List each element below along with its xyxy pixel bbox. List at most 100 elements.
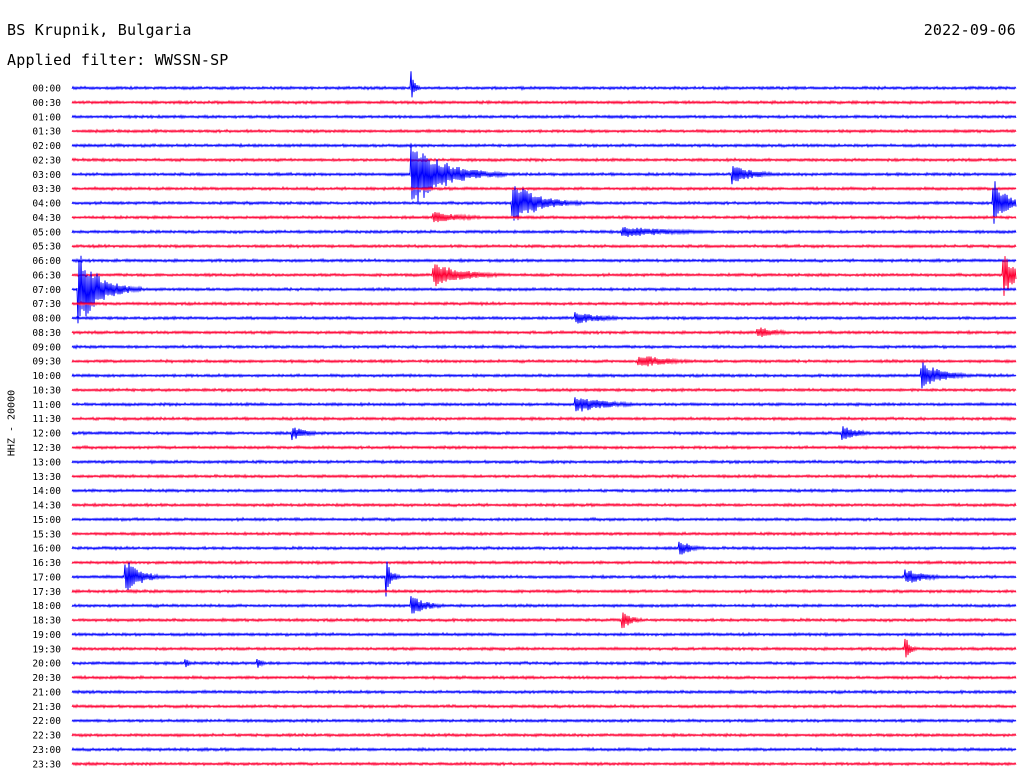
time-tick-0130: 01:30: [32, 127, 61, 138]
time-tick-1500: 15:00: [32, 515, 61, 526]
time-tick-0000: 00:00: [32, 84, 61, 95]
time-tick-1400: 14:00: [32, 486, 61, 497]
time-tick-1530: 15:30: [32, 529, 61, 540]
trace-1400: [71, 487, 1017, 494]
trace-1500: [71, 516, 1017, 523]
time-tick-1800: 18:00: [32, 601, 61, 612]
trace-0730: [71, 300, 1017, 307]
trace-1530: [71, 530, 1017, 537]
time-tick-1030: 10:30: [32, 385, 61, 396]
time-tick-2000: 20:00: [32, 659, 61, 670]
time-tick-labels: 00:00 00:30 01:00 01:30 02:00 02:30 03:00 03:30…: [32, 84, 61, 771]
trace-1200: [71, 426, 1017, 441]
time-tick-2330: 23:30: [32, 759, 61, 770]
station-title: BS Krupnik, Bulgaria: [7, 21, 192, 39]
trace-0930: [71, 356, 1017, 367]
time-tick-1830: 18:30: [32, 616, 61, 627]
time-tick-2130: 21:30: [32, 702, 61, 713]
trace-0900: [71, 344, 1017, 350]
time-tick-2300: 23:00: [32, 745, 61, 756]
time-tick-0830: 08:30: [32, 328, 61, 339]
trace-0600: [71, 257, 1017, 264]
time-tick-1430: 14:30: [32, 501, 61, 512]
time-tick-0400: 04:00: [32, 199, 61, 210]
date-label: 2022-09-06: [923, 21, 1016, 39]
time-tick-2100: 21:00: [32, 687, 61, 698]
trace-0030: [71, 99, 1017, 106]
trace-2030: [71, 674, 1017, 681]
trace-1330: [71, 473, 1017, 480]
trace-0330: [71, 185, 1017, 192]
trace-1800: [71, 596, 1017, 614]
time-tick-2200: 22:00: [32, 716, 61, 727]
time-tick-0100: 01:00: [32, 112, 61, 123]
trace-0800: [71, 312, 1017, 324]
trace-1230: [71, 444, 1017, 451]
time-tick-0600: 06:00: [32, 256, 61, 267]
trace-1300: [71, 458, 1017, 465]
seismic-traces: [71, 71, 1017, 767]
trace-1630: [71, 559, 1017, 566]
time-tick-1000: 10:00: [32, 371, 61, 382]
trace-1700: [71, 561, 1017, 597]
trace-0830: [71, 327, 1017, 337]
time-tick-1130: 11:30: [32, 414, 61, 425]
trace-2200: [71, 717, 1017, 724]
trace-0630: [71, 256, 1017, 296]
trace-0400: [71, 181, 1017, 224]
time-tick-1730: 17:30: [32, 587, 61, 598]
trace-0700: [71, 255, 1017, 324]
time-tick-0430: 04:30: [32, 213, 61, 224]
time-tick-0230: 02:30: [32, 155, 61, 166]
trace-1000: [71, 362, 1017, 389]
time-tick-1100: 11:00: [32, 400, 61, 411]
trace-1930: [71, 638, 1017, 658]
time-tick-0030: 00:30: [32, 98, 61, 109]
trace-1900: [71, 631, 1017, 638]
trace-0500: [71, 227, 1017, 237]
time-tick-1230: 12:30: [32, 443, 61, 454]
time-tick-1200: 12:00: [32, 429, 61, 440]
time-tick-1300: 13:00: [32, 457, 61, 468]
time-tick-0800: 08:00: [32, 314, 61, 325]
trace-0300: [71, 146, 1017, 202]
trace-2130: [71, 703, 1017, 710]
time-tick-0730: 07:30: [32, 299, 61, 310]
trace-2230: [71, 732, 1017, 739]
time-tick-2030: 20:30: [32, 673, 61, 684]
trace-1600: [71, 541, 1017, 555]
trace-2100: [71, 689, 1017, 695]
trace-1830: [71, 612, 1017, 629]
trace-2330: [71, 761, 1017, 767]
time-tick-1330: 13:30: [32, 472, 61, 483]
trace-0430: [71, 212, 1017, 223]
time-tick-0200: 02:00: [32, 141, 61, 152]
trace-0200: [71, 142, 1017, 149]
time-tick-1700: 17:00: [32, 572, 61, 583]
trace-1730: [71, 588, 1017, 595]
time-tick-0700: 07:00: [32, 285, 61, 296]
time-tick-0930: 09:30: [32, 357, 61, 368]
trace-0000: [71, 71, 1017, 98]
time-tick-1600: 16:00: [32, 544, 61, 555]
trace-0230: [71, 157, 1017, 163]
time-tick-1630: 16:30: [32, 558, 61, 569]
time-tick-0300: 03:00: [32, 170, 61, 181]
time-tick-2230: 22:30: [32, 731, 61, 742]
time-tick-1930: 19:30: [32, 644, 61, 655]
trace-0100: [71, 114, 1017, 120]
trace-1030: [71, 387, 1017, 393]
trace-1130: [71, 415, 1017, 422]
trace-0530: [71, 243, 1017, 249]
time-tick-0330: 03:30: [32, 184, 61, 195]
trace-0130: [71, 128, 1017, 134]
trace-1430: [71, 502, 1017, 508]
time-tick-1900: 19:00: [32, 630, 61, 641]
trace-2000: [71, 658, 1017, 668]
trace-1100: [71, 397, 1017, 412]
time-tick-0500: 05:00: [32, 227, 61, 238]
filter-label: Applied filter: WWSSN-SP: [7, 51, 229, 69]
time-tick-0530: 05:30: [32, 242, 61, 253]
time-tick-0900: 09:00: [32, 342, 61, 353]
